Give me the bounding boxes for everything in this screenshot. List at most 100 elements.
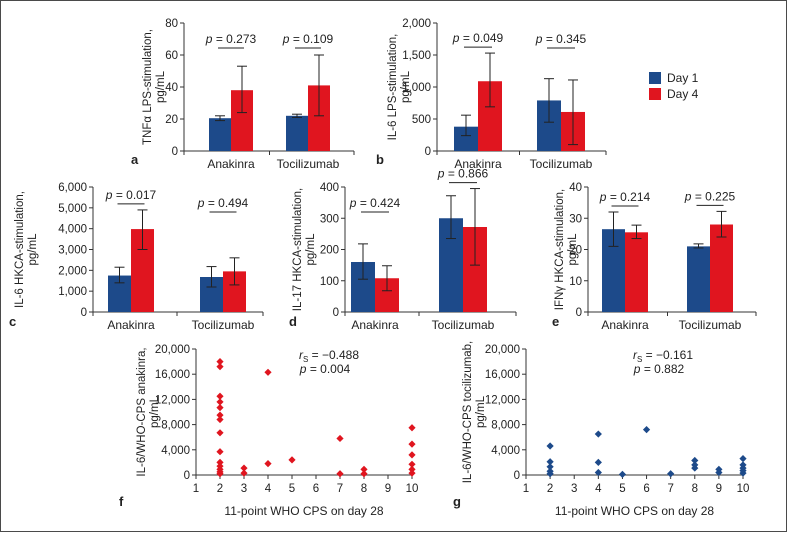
y-tick-label-g: 20,000	[485, 344, 520, 356]
y-tick-label-f: 4,000	[161, 445, 190, 457]
rs-stat-g: rS = −0.161	[633, 348, 693, 364]
legend-swatch-day4	[649, 88, 661, 100]
y-tick-label-e: 40	[569, 182, 582, 194]
y-tick-label-a: 20	[165, 114, 178, 126]
data-point-f	[336, 470, 344, 478]
p-value-g-p: p	[633, 362, 641, 376]
y-tick-label-c: 6,000	[58, 182, 87, 194]
y-tick-label-g: 12,000	[485, 394, 520, 406]
data-point-g	[667, 470, 675, 478]
y-tick-label-f: 16,000	[155, 369, 190, 381]
y-axis-unit-c: pg/mL	[27, 233, 39, 266]
data-point-f	[336, 434, 344, 443]
y-axis-unit-f: pg/mL	[149, 395, 161, 428]
y-tick-label-b: 500	[412, 114, 431, 126]
x-tick-label-f: 9	[385, 483, 391, 495]
data-point-g	[594, 458, 602, 466]
data-point-f	[216, 429, 224, 437]
p-value-b: p = 0.049	[452, 31, 504, 45]
p-value-a-p: p	[205, 32, 213, 46]
y-tick-label-d: 200	[320, 245, 339, 257]
panel-label-d: d	[289, 314, 297, 329]
p-value-d-value: = 0.424	[356, 196, 400, 210]
bar-c-anakinra-day4	[131, 229, 154, 312]
y-tick-label-f: 0	[184, 470, 190, 482]
y-tick-label-e: 0	[576, 307, 582, 319]
x-category-label-d: Anakinra	[351, 318, 399, 332]
panel-label-a: a	[131, 152, 139, 167]
x-category-label-c: Anakinra	[107, 318, 155, 332]
bar-c-tocilizumab-day1	[200, 277, 223, 312]
x-tick-label-f: 2	[217, 483, 223, 495]
y-tick-label-c: 4,000	[58, 224, 87, 236]
x-category-label-a: Tocilizumab	[277, 157, 340, 171]
data-point-f	[216, 448, 224, 456]
x-tick-label-f: 5	[289, 483, 295, 495]
bar-e-tocilizumab-day1	[687, 246, 710, 312]
x-tick-label-g: 3	[571, 483, 577, 495]
y-tick-label-b: 0	[425, 146, 431, 158]
x-tick-label-f: 6	[313, 483, 319, 495]
y-tick-label-e: 20	[569, 245, 582, 257]
rs-symbol-f: r	[299, 348, 304, 362]
x-tick-label-f: 7	[337, 483, 343, 495]
p-value-b-value: = 0.345	[542, 32, 586, 46]
x-tick-label-g: 7	[667, 483, 673, 495]
x-tick-label-g: 5	[619, 483, 625, 495]
p-value-a: p = 0.109	[282, 32, 334, 46]
data-point-f	[408, 451, 416, 459]
y-tick-label-d: 400	[320, 182, 339, 194]
x-tick-label-f: 3	[241, 483, 247, 495]
legend-label-day4: Day 4	[667, 87, 699, 101]
legend-label-day1: Day 1	[667, 71, 699, 85]
x-tick-label-g: 4	[595, 483, 602, 495]
x-category-label-e: Anakinra	[601, 318, 649, 332]
p-value-g: p = 0.882	[633, 362, 685, 376]
data-point-f	[408, 440, 416, 448]
p-value-f-p: p	[299, 362, 307, 376]
y-tick-label-b: 1,000	[402, 82, 431, 94]
y-tick-label-c: 5,000	[58, 203, 87, 215]
bar-c-anakinra-day1	[108, 275, 131, 312]
data-point-g	[715, 468, 723, 477]
data-point-f	[240, 464, 248, 472]
p-value-c-p: p	[105, 188, 113, 202]
y-axis-unit-a: pg/mL	[155, 70, 167, 103]
p-value-c: p = 0.017	[105, 188, 157, 202]
y-axis-label-g: IL-6/WHO-CPS tocilizumab,	[462, 341, 474, 484]
x-category-label-a: Anakinra	[207, 157, 255, 171]
legend-swatch-day1	[649, 72, 661, 84]
p-value-c-value: = 0.494	[204, 196, 248, 210]
y-tick-label-g: 8,000	[491, 420, 520, 432]
rs-value-g: = −0.161	[642, 348, 693, 362]
data-point-f	[216, 398, 224, 406]
p-value-c-value: = 0.017	[112, 188, 156, 202]
p-value-a-value: = 0.273	[212, 32, 256, 46]
x-tick-label-g: 9	[716, 483, 722, 495]
y-axis-label-a: TNFα LPS-stimulation,	[142, 29, 154, 145]
x-axis-label-g: 11-point WHO CPS on day 28	[555, 504, 715, 518]
p-value-b-p: p	[535, 32, 543, 46]
x-tick-label-g: 10	[737, 483, 750, 495]
x-tick-label-g: 6	[643, 483, 649, 495]
legend-item-day1: Day 1	[649, 70, 698, 86]
y-tick-label-d: 300	[320, 213, 339, 225]
p-value-d-p: p	[349, 196, 357, 210]
y-tick-label-g: 0	[514, 470, 520, 482]
x-tick-label-f: 4	[265, 483, 272, 495]
rs-symbol-g: r	[633, 348, 638, 362]
x-tick-label-f: 1	[193, 483, 199, 495]
data-point-g	[594, 468, 602, 477]
y-axis-unit-d: pg/mL	[305, 233, 317, 266]
y-tick-label-a: 40	[165, 82, 178, 94]
data-point-f	[240, 469, 248, 477]
y-tick-label-e: 10	[569, 276, 582, 288]
data-point-f	[264, 368, 272, 376]
data-point-g	[739, 469, 747, 477]
rs-subscript-f: S	[303, 355, 308, 364]
bar-a-anakinra-day4	[231, 90, 253, 151]
data-point-f	[408, 469, 416, 477]
p-value-b: p = 0.345	[535, 32, 587, 46]
